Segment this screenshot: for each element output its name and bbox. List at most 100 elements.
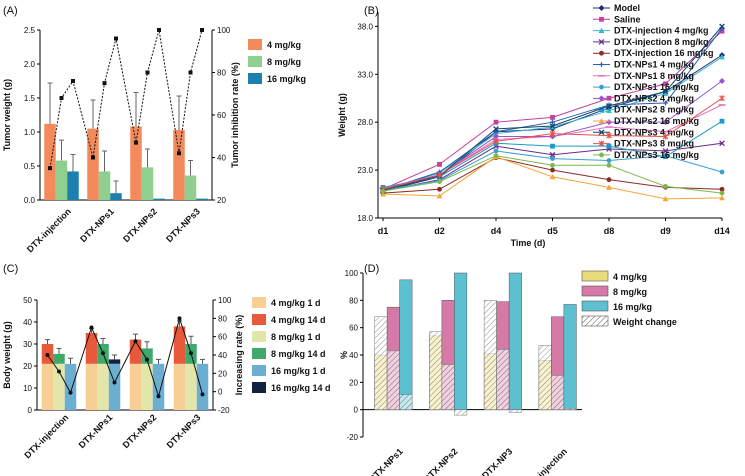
b-point-13-2 <box>493 153 499 159</box>
c-rate-point-1 <box>57 369 61 374</box>
a-bar-1-2 <box>110 193 122 200</box>
b-point-12-1 <box>436 171 443 178</box>
b-y-tick-label-2: 28.0 <box>357 118 373 127</box>
b-legend-marker-4 <box>599 50 604 56</box>
d-weight-change-2-0 <box>483 300 497 410</box>
c-bar-day14-0-1 <box>53 353 65 364</box>
a-inhibition-point-10 <box>188 70 193 75</box>
b-point-4-1 <box>437 186 442 192</box>
a-y2-tick-label-2: 60 <box>217 111 226 120</box>
b-legend-marker-8 <box>598 95 605 102</box>
panel-label-b: (B) <box>364 5 379 17</box>
a-err-0-1 <box>59 139 64 161</box>
c-y-tick-label-5: 50 <box>23 296 32 305</box>
b-x-label: Time (d) <box>511 238 546 248</box>
a-y-tick-label-0: 0.0 <box>24 196 36 205</box>
b-point-8-4 <box>606 119 612 126</box>
a-err-2-0 <box>133 92 139 127</box>
a-y2-tick-label-1: 40 <box>217 154 226 163</box>
b-point-7-2 <box>493 148 499 154</box>
c-category-0: DTX-injection <box>22 412 70 460</box>
c-bar-day1-1-0 <box>85 363 98 410</box>
b-point-12-4 <box>606 132 612 139</box>
c-err-3-1 <box>188 335 194 344</box>
panel-label-d: (D) <box>364 263 379 275</box>
c-err-2-1 <box>144 341 150 349</box>
c-legend-swatch-3 <box>252 348 266 359</box>
a-inhibition-point-3 <box>91 155 95 160</box>
b-point-11-5 <box>662 88 669 95</box>
b-point-11-2 <box>493 126 499 132</box>
a-bar-2-0 <box>130 126 142 200</box>
b-point-10-1 <box>436 193 443 199</box>
c-legend-label-1: 4 mg/kg 14 d <box>271 315 326 325</box>
a-inhibition-point-8 <box>157 28 161 32</box>
b-legend-label-12: DTX-NPs3 8 mg/kg <box>614 139 694 149</box>
b-point-8-6 <box>719 77 725 84</box>
b-point-11-3 <box>549 123 556 129</box>
c-y2-label: Increasing rate (%) <box>234 315 244 396</box>
b-legend-marker-13 <box>599 152 604 158</box>
c-err-3-2 <box>200 358 205 364</box>
a-bar-3-1 <box>184 175 197 200</box>
a-bar-3-2 <box>196 198 208 200</box>
d-category-0: DTX-NPs1 <box>367 446 405 476</box>
d-bar-1-2 <box>454 272 468 410</box>
a-err-1-1 <box>102 150 107 172</box>
b-point-3-5 <box>662 148 669 154</box>
d-y-tick-label-5: 80 <box>349 296 358 305</box>
a-err-0-2 <box>70 153 76 172</box>
a-bar-2-2 <box>153 198 165 200</box>
b-point-9-6 <box>719 118 725 124</box>
a-category-3: DTX-NPs3 <box>164 206 202 244</box>
panel-a-chart: 0.0 0.5 1.0 1.5 2.0 2.5 20 40 60 80 100 Tumor weigh… <box>2 26 306 254</box>
c-rate-point-7 <box>145 357 149 362</box>
c-legend-swatch-0 <box>252 297 266 308</box>
b-point-7-6 <box>719 169 725 175</box>
a-inhibition-point-1 <box>59 96 64 100</box>
c-y-tick-label-2: 20 <box>23 362 32 371</box>
b-point-9-4 <box>606 143 612 149</box>
c-bar-day1-3-0 <box>173 363 186 410</box>
c-bar-day1-1-1 <box>97 363 109 410</box>
a-err-0-0 <box>47 82 53 124</box>
c-bar-day14-2-1 <box>141 348 153 364</box>
a-inhibition-point-0 <box>48 166 52 171</box>
b-legend-marker-10 <box>598 118 605 124</box>
d-bar-3-2 <box>563 304 577 410</box>
c-y-tick-label-0: 0 <box>28 406 33 415</box>
b-legend-label-8: DTX-NPs2 4 mg/kg <box>614 93 694 103</box>
b-point-2-6 <box>719 54 725 60</box>
c-legend-label-3: 8 mg/kg 14 d <box>271 349 326 359</box>
c-y-tick-label-3: 30 <box>23 340 32 349</box>
b-legend-label-9: DTX-NPs2 8 mg/kg <box>614 105 694 115</box>
a-category-2: DTX-NPs2 <box>121 206 159 244</box>
d-weight-change-0-1 <box>386 350 400 410</box>
b-legend-label-13: DTX-NPs3 16 mg/kg <box>614 150 699 160</box>
d-legend-swatch-0 <box>581 270 609 282</box>
c-y2-tick-label-3: 40 <box>218 351 227 360</box>
a-err-3-0 <box>176 95 182 130</box>
b-point-10-5 <box>662 195 669 202</box>
a-y2-tick-label-3: 80 <box>217 69 226 78</box>
c-rate-point-3 <box>89 325 94 330</box>
d-legend-swatch-1 <box>581 285 609 297</box>
d-legend-label-3: Weight change <box>613 317 677 327</box>
b-x-tick-label-2: d4 <box>491 226 502 236</box>
b-legend-label-10: DTX-NPs2 16 mg/kg <box>614 116 699 126</box>
a-bar-1-0 <box>87 128 99 200</box>
c-bar-day1-2-0 <box>129 363 142 410</box>
d-y-tick-label-1: 0 <box>354 406 359 415</box>
b-point-9-3 <box>550 143 555 149</box>
c-y2-tick-label-6: 100 <box>218 296 232 305</box>
b-point-12-5 <box>662 133 669 140</box>
b-point-8-5 <box>662 119 669 126</box>
d-weight-change-1-1 <box>441 364 455 410</box>
c-err-0-2 <box>68 357 73 364</box>
c-rate-point-6 <box>133 339 138 344</box>
a-err-1-0 <box>90 99 96 129</box>
a-bar-0-2 <box>67 171 79 200</box>
d-weight-change-1-2 <box>454 409 468 416</box>
b-point-12-3 <box>549 130 556 137</box>
d-y-tick-label-0: -20 <box>346 433 358 442</box>
